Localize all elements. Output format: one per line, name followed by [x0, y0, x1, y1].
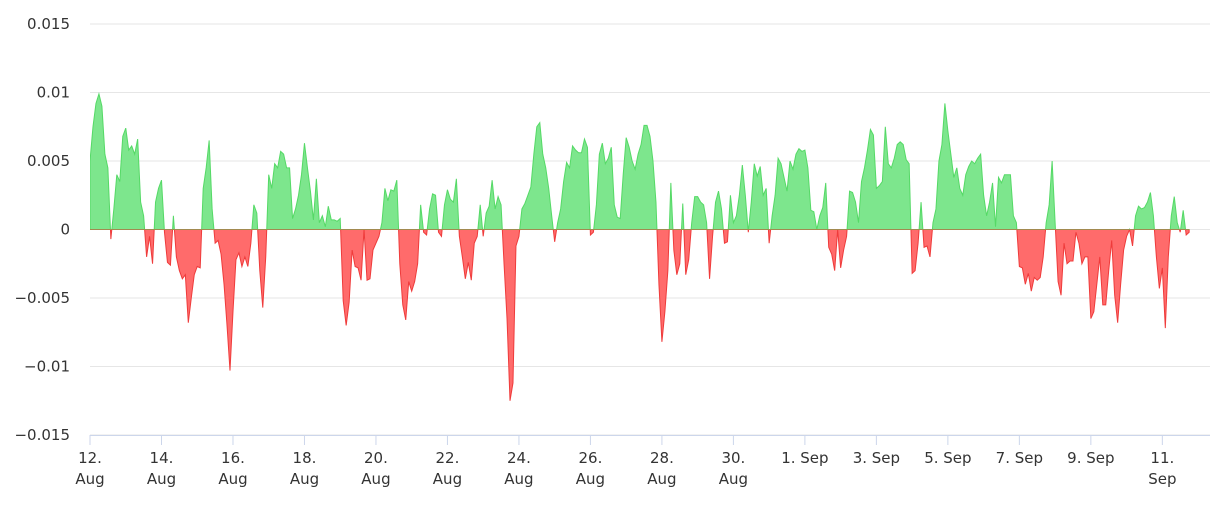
x-tick-label-line1: 30. [721, 449, 745, 467]
x-tick-label-line1: 14. [150, 449, 174, 467]
x-tick-label-line1: 18. [293, 449, 317, 467]
x-tick-label-line1: 22. [436, 449, 460, 467]
y-tick-label: 0 [60, 221, 70, 239]
positive-area [90, 91, 1190, 230]
x-tick-label-line1: 12. [78, 449, 102, 467]
x-tick-label-line1: 9. Sep [1067, 449, 1114, 467]
x-axis [89, 435, 1210, 445]
x-tick-label-line1: 7. Sep [996, 449, 1043, 467]
x-tick-label-line1: 16. [221, 449, 245, 467]
x-tick-label-line2: Aug [361, 470, 390, 488]
x-tick-label: 22. Aug [433, 449, 462, 488]
x-tick-label-line1: 28. [650, 449, 674, 467]
y-tick-label: 0.01 [37, 84, 70, 102]
x-tick-label-line1: 3. Sep [853, 449, 900, 467]
x-tick-label-line2: Aug [290, 470, 319, 488]
x-tick-label: 24. Aug [504, 449, 533, 488]
x-tick-label-line1: 26. [578, 449, 602, 467]
x-tick-label-line2: Aug [218, 470, 247, 488]
x-tick-label-line1: 20. [364, 449, 388, 467]
x-tick-label-line2: Aug [647, 470, 676, 488]
x-tick-label-line2: Aug [719, 470, 748, 488]
plot-area [90, 91, 1190, 401]
y-tick-label: −0.015 [14, 426, 70, 444]
x-tick-label: 9. Sep [1067, 449, 1114, 467]
x-tick-label: 16. Aug [218, 449, 247, 488]
x-tick-label: 12. Aug [75, 449, 104, 488]
x-tick-label: 20. Aug [361, 449, 390, 488]
x-tick-label-line1: 1. Sep [781, 449, 828, 467]
x-tick-label: 1. Sep [781, 449, 828, 467]
x-tick-label: 11. Sep [1148, 449, 1176, 488]
y-tick-label: 0.005 [27, 152, 70, 170]
x-tick-label-line1: 24. [507, 449, 531, 467]
negative-area [90, 229, 1190, 401]
x-tick-label-line1: 11. [1150, 449, 1174, 467]
x-tick-label: 30. Aug [719, 449, 748, 488]
x-tick-label: 26. Aug [576, 449, 605, 488]
x-tick-label-line2: Aug [576, 470, 605, 488]
x-tick-label: 18. Aug [290, 449, 319, 488]
x-tick-label-line2: Aug [504, 470, 533, 488]
x-tick-label: 7. Sep [996, 449, 1043, 467]
y-tick-label: −0.01 [24, 358, 70, 376]
x-tick-label: 14. Aug [147, 449, 176, 488]
x-tick-label-line1: 5. Sep [924, 449, 971, 467]
x-tick-label-line2: Sep [1148, 470, 1176, 488]
x-tick-label: 28. Aug [647, 449, 676, 488]
x-tick-label-line2: Aug [433, 470, 462, 488]
x-tick-label-line2: Aug [147, 470, 176, 488]
x-axis-labels: 12. Aug 14. Aug 16. Aug 18. Aug 20. Aug 22. Aug 24. A… [75, 449, 1176, 488]
y-tick-label: 0.015 [27, 15, 70, 33]
x-tick-label: 5. Sep [924, 449, 971, 467]
y-axis-labels: 0.015 0.01 0.005 0 −0.005 −0.01 −0.015 [14, 15, 70, 444]
y-tick-label: −0.005 [14, 289, 70, 307]
x-tick-label-line2: Aug [75, 470, 104, 488]
x-tick-label: 3. Sep [853, 449, 900, 467]
